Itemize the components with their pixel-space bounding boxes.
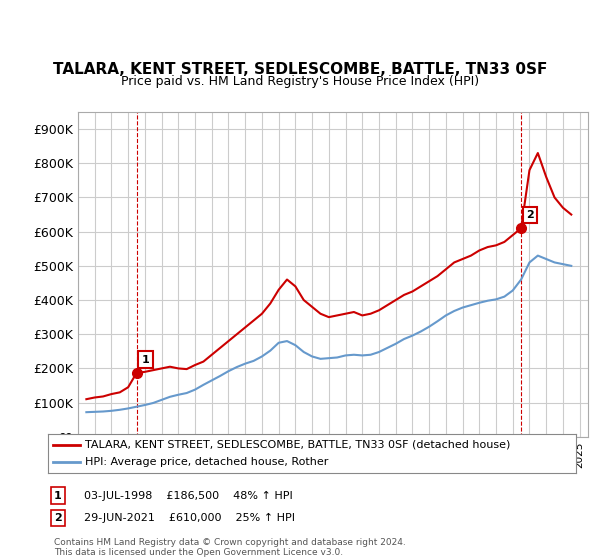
Text: 2: 2 bbox=[54, 513, 62, 523]
Text: TALARA, KENT STREET, SEDLESCOMBE, BATTLE, TN33 0SF: TALARA, KENT STREET, SEDLESCOMBE, BATTLE… bbox=[53, 63, 547, 77]
Text: Contains HM Land Registry data © Crown copyright and database right 2024.
This d: Contains HM Land Registry data © Crown c… bbox=[54, 538, 406, 557]
Text: HPI: Average price, detached house, Rother: HPI: Average price, detached house, Roth… bbox=[85, 457, 328, 467]
Text: 1: 1 bbox=[54, 491, 62, 501]
Text: 29-JUN-2021    £610,000    25% ↑ HPI: 29-JUN-2021 £610,000 25% ↑ HPI bbox=[84, 513, 295, 523]
Text: Price paid vs. HM Land Registry's House Price Index (HPI): Price paid vs. HM Land Registry's House … bbox=[121, 74, 479, 88]
Text: TALARA, KENT STREET, SEDLESCOMBE, BATTLE, TN33 0SF (detached house): TALARA, KENT STREET, SEDLESCOMBE, BATTLE… bbox=[85, 440, 511, 450]
Text: 2: 2 bbox=[526, 210, 534, 220]
Text: 03-JUL-1998    £186,500    48% ↑ HPI: 03-JUL-1998 £186,500 48% ↑ HPI bbox=[84, 491, 293, 501]
Text: 1: 1 bbox=[142, 355, 149, 365]
